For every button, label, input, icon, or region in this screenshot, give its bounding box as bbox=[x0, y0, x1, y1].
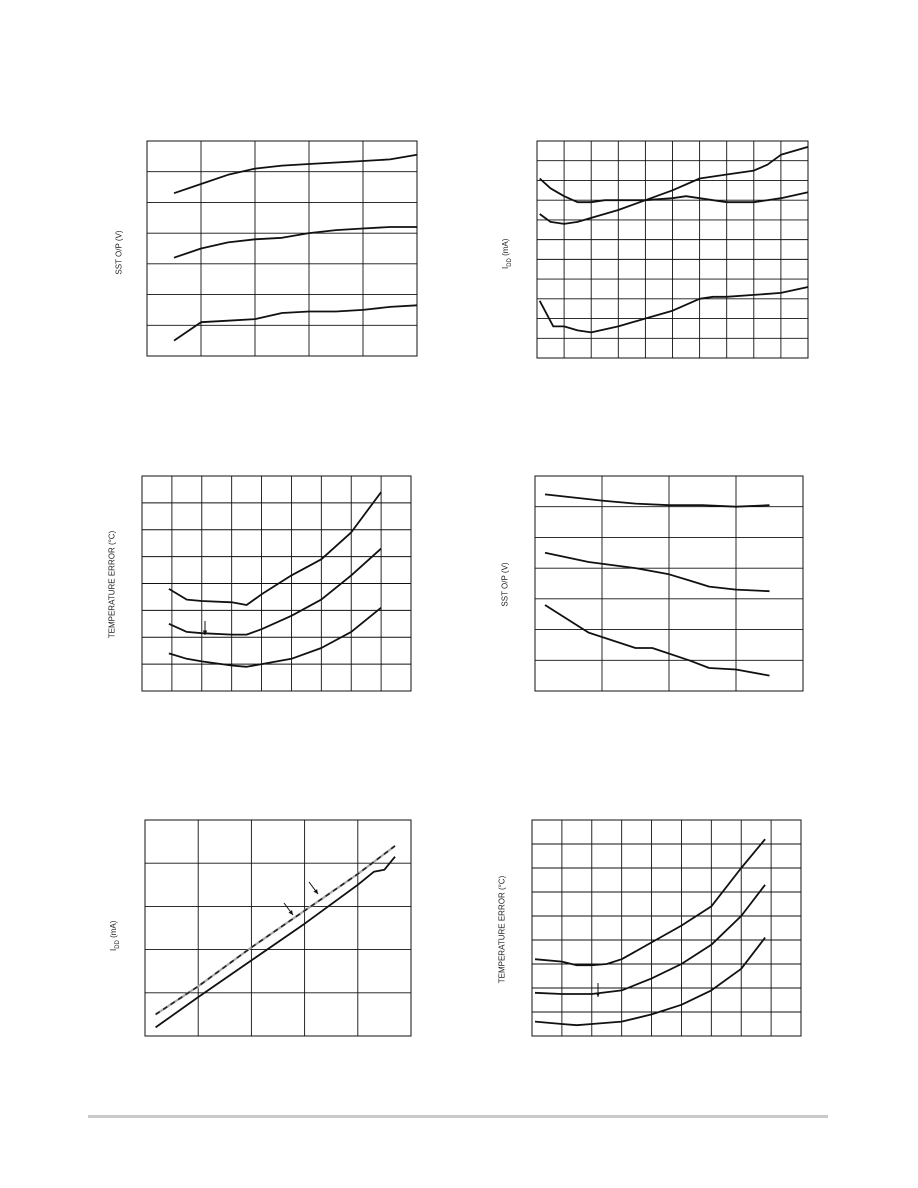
ylabel-chart-2: IDD (mA) bbox=[501, 238, 513, 270]
plot-frame-c5 bbox=[144, 819, 412, 1037]
annotation-arrow-chart5-a-head bbox=[288, 910, 293, 915]
annotation-arrow-chart3-head bbox=[202, 630, 208, 635]
ylabel-chart-3: TEMPERATURE ERROR (°C) bbox=[107, 530, 117, 639]
series-line-c1-1 bbox=[173, 226, 417, 259]
series-line-c5-0 bbox=[155, 856, 396, 1029]
ylabel-chart-6: TEMPERATURE ERROR (°C) bbox=[497, 875, 507, 984]
plot-frame-c6 bbox=[531, 819, 802, 1037]
series-line-c6-1 bbox=[534, 884, 766, 995]
series-line-c5-1 bbox=[155, 845, 396, 1016]
annotation-arrow-chart5-b-head bbox=[313, 889, 318, 894]
ylabel-chart-1: SST O/P (V) bbox=[114, 230, 124, 275]
ylabel-chart-5: IDD (mA) bbox=[109, 920, 121, 952]
annotation-arrow-chart6-head bbox=[595, 992, 601, 997]
series-line-c2-1 bbox=[539, 146, 809, 225]
series-line-c3-1 bbox=[168, 547, 382, 636]
plot-frame-c1 bbox=[146, 140, 418, 357]
series-line-c4-1 bbox=[544, 551, 770, 593]
series-line-c1-2 bbox=[173, 304, 418, 342]
footer-divider bbox=[88, 1115, 828, 1118]
series-line-c6-2 bbox=[534, 937, 766, 1027]
series-line-c4-2 bbox=[544, 604, 770, 677]
series-line-c3-2 bbox=[168, 607, 382, 668]
series-line-c6-0 bbox=[534, 838, 766, 967]
series-line-c1-0 bbox=[173, 153, 418, 195]
series-line-c3-0 bbox=[168, 491, 382, 606]
series-line-c2-2 bbox=[538, 286, 809, 334]
series-line-c4-0 bbox=[544, 493, 770, 508]
ylabel-chart-4: SST O/P (V) bbox=[500, 562, 510, 607]
